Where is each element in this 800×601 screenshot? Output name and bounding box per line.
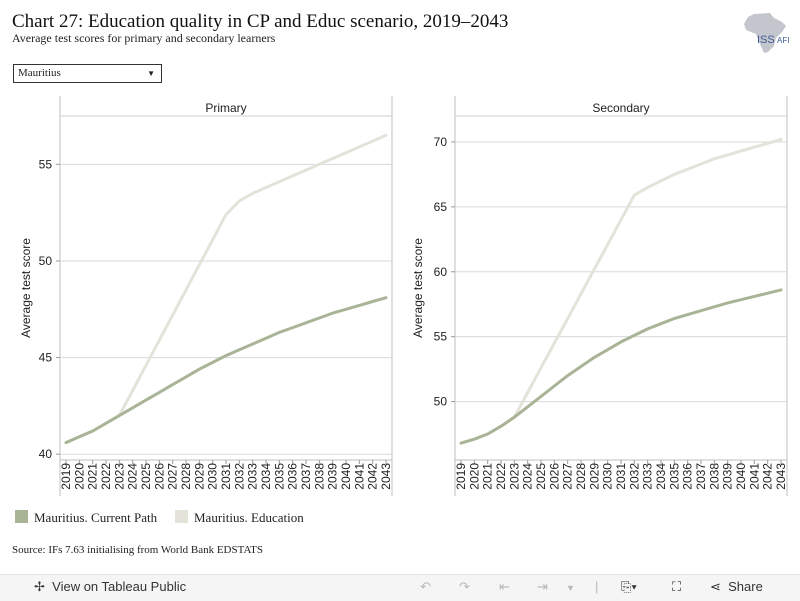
country-dropdown-value: Mauritius [18,67,61,79]
share-button[interactable]: ⋖ Share [710,579,763,595]
primary-xtick-label-2043: 2043 [379,463,393,490]
secondary-ytick-label-65: 65 [434,200,448,214]
legend-swatch-current-path [15,510,28,523]
primary-xtick-label-2037: 2037 [299,463,313,490]
secondary-xtick-label-2034: 2034 [654,463,668,490]
primary-y-axis-label: Average test score [19,238,33,338]
tableau-logo-icon: ✢ [34,579,45,594]
logo-suffix: AFI [777,36,789,45]
primary-ytick-label-55: 55 [39,157,53,171]
secondary-xtick-label-2020: 2020 [467,463,481,490]
secondary-xtick-label-2039: 2039 [721,463,735,490]
primary-xtick-label-2027: 2027 [166,463,180,490]
share-icon: ⋖ [710,579,721,594]
download-icon[interactable]: ⎘▾ [621,579,637,594]
undo-icon[interactable]: ↶ [420,579,431,594]
legend-swatch-education [175,510,188,523]
primary-xtick-label-2031: 2031 [219,463,233,490]
secondary-xtick-label-2032: 2032 [627,463,641,490]
secondary-xtick-label-2022: 2022 [494,463,508,490]
secondary-panel-title: Secondary [592,101,649,115]
secondary-ytick-label-60: 60 [434,265,448,279]
chart-title: Chart 27: Education quality in CP and Ed… [12,11,509,32]
secondary-xtick-label-2024: 2024 [521,463,535,490]
iss-africa-logo: ISS AFI [744,13,789,53]
primary-series-education [64,133,388,445]
secondary-xtick-label-2037: 2037 [694,463,708,490]
chart-subtitle: Average test scores for primary and seco… [12,31,276,45]
secondary-xtick-label-2021: 2021 [481,463,495,490]
secondary-xtick-label-2030: 2030 [601,463,615,490]
fullscreen-icon[interactable]: ⛶ [672,579,682,594]
primary-xtick-label-2042: 2042 [366,463,380,490]
secondary-xtick-label-2029: 2029 [587,463,601,490]
secondary-xtick-label-2033: 2033 [641,463,655,490]
legend-label-current-path: Mauritius. Current Path [34,510,158,525]
primary-xtick-label-2034: 2034 [259,463,273,490]
primary-xtick-label-2023: 2023 [112,463,126,490]
primary-xtick-label-2030: 2030 [206,463,220,490]
secondary-y-axis-label: Average test score [411,238,425,338]
secondary-ytick-label-70: 70 [434,135,448,149]
secondary-xtick-label-2026: 2026 [547,463,561,490]
secondary-ytick-label-50: 50 [434,395,448,409]
primary-ytick-label-50: 50 [39,254,53,268]
legend-label-education: Mauritius. Education [194,510,304,525]
primary-xtick-label-2035: 2035 [272,463,286,490]
secondary-xtick-label-2042: 2042 [761,463,775,490]
secondary-xtick-label-2019: 2019 [454,463,468,490]
secondary-xtick-label-2041: 2041 [747,463,761,490]
secondary-ytick-label-55: 55 [434,330,448,344]
secondary-xtick-label-2027: 2027 [561,463,575,490]
legend-item-education[interactable]: Mauritius. Education [175,510,304,526]
primary-panel-title: Primary [205,101,246,115]
source-note: Source: IFs 7.63 initialising from World… [12,544,264,556]
primary-series-current-path [64,296,388,445]
primary-xtick-label-2029: 2029 [192,463,206,490]
tableau-toolbar: ✢ View on Tableau Public ↶ ↷ ⇤ ⇥ ▼ | ⎘▾ … [0,574,800,601]
primary-ytick-label-40: 40 [39,447,53,461]
secondary-series-education [459,137,783,445]
view-on-tableau-button[interactable]: ✢ View on Tableau Public [34,579,186,595]
primary-xtick-label-2038: 2038 [312,463,326,490]
chevron-down-icon: ▼ [147,69,155,78]
secondary-xtick-label-2023: 2023 [507,463,521,490]
secondary-xtick-label-2038: 2038 [707,463,721,490]
primary-xtick-label-2021: 2021 [86,463,100,490]
secondary-xtick-label-2028: 2028 [574,463,588,490]
primary-xtick-label-2041: 2041 [352,463,366,490]
pause-dropdown-icon[interactable]: ▼ [566,583,575,593]
primary-xtick-label-2025: 2025 [139,463,153,490]
primary-xtick-label-2033: 2033 [246,463,260,490]
secondary-series-current-path [459,288,783,445]
secondary-xtick-label-2025: 2025 [534,463,548,490]
secondary-xtick-label-2035: 2035 [667,463,681,490]
legend-item-current-path[interactable]: Mauritius. Current Path [15,510,157,526]
primary-xtick-label-2022: 2022 [99,463,113,490]
primary-xtick-label-2036: 2036 [286,463,300,490]
primary-xtick-label-2032: 2032 [232,463,246,490]
view-on-tableau-label: View on Tableau Public [52,579,187,594]
primary-xtick-label-2024: 2024 [126,463,140,490]
primary-xtick-label-2039: 2039 [326,463,340,490]
primary-ytick-label-45: 45 [39,351,53,365]
primary-xtick-label-2020: 2020 [72,463,86,490]
refresh-icon[interactable]: ⇥ [537,579,548,594]
secondary-xtick-label-2040: 2040 [734,463,748,490]
primary-xtick-label-2019: 2019 [59,463,73,490]
revert-icon[interactable]: ⇤ [499,579,510,594]
logo-text: ISS [757,34,775,46]
country-dropdown[interactable]: Mauritius ▼ [13,64,162,83]
secondary-xtick-label-2043: 2043 [774,463,788,490]
redo-icon[interactable]: ↷ [459,579,470,594]
secondary-xtick-label-2036: 2036 [681,463,695,490]
secondary-xtick-label-2031: 2031 [614,463,628,490]
primary-xtick-label-2028: 2028 [179,463,193,490]
share-label: Share [728,579,763,594]
primary-xtick-label-2040: 2040 [339,463,353,490]
toolbar-divider: | [595,579,599,594]
primary-xtick-label-2026: 2026 [152,463,166,490]
